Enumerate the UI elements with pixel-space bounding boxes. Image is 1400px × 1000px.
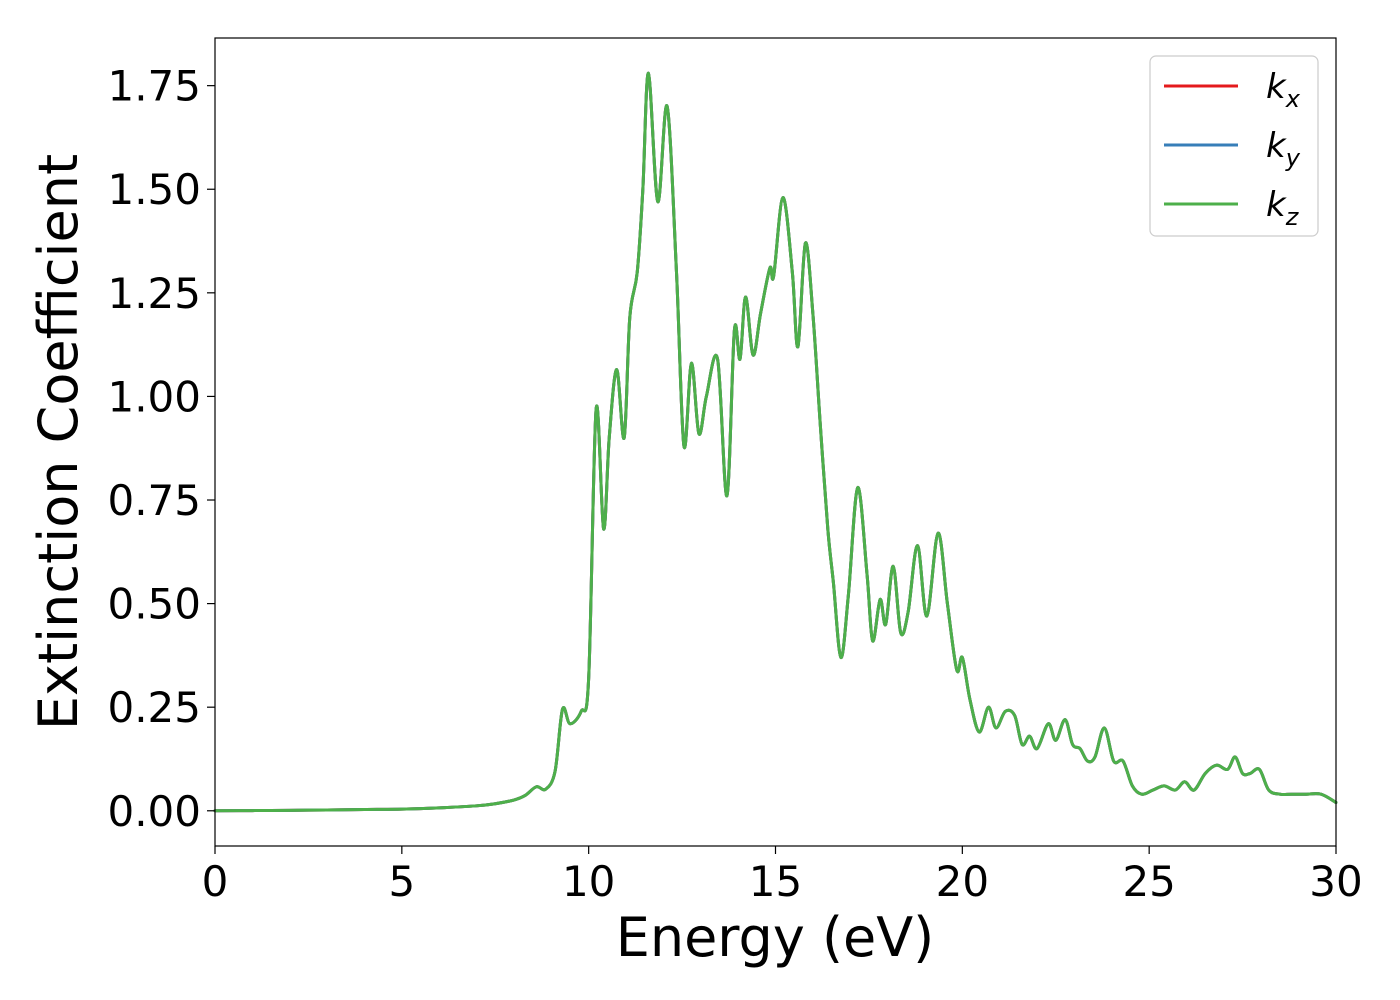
x-tick-label: 30 (1309, 857, 1362, 906)
y-tick-label: 0.25 (107, 683, 201, 732)
y-tick-label: 0.75 (107, 476, 201, 525)
y-tick-label: 0.50 (107, 580, 201, 629)
series-layer (213, 71, 1338, 813)
y-tick-label: 0.00 (107, 787, 201, 836)
plot-area (213, 37, 1338, 847)
y-tick-label: 1.00 (107, 372, 201, 421)
x-tick-label: 25 (1122, 857, 1175, 906)
x-axis-ticks: 0 5 10 15 20 25 30 (202, 846, 1363, 906)
y-tick-label: 1.75 (107, 62, 201, 111)
x-tick-label: 5 (388, 857, 415, 906)
x-tick-label: 0 (202, 857, 229, 906)
y-axis-label: Extinction Coefficient (27, 154, 90, 730)
y-tick-label: 1.50 (107, 165, 201, 214)
x-tick-label: 20 (936, 857, 989, 906)
y-axis-ticks: 0.00 0.25 0.50 0.75 1.00 1.25 1.50 1.75 (107, 62, 215, 836)
x-tick-label: 10 (562, 857, 615, 906)
x-axis-label: Energy (eV) (616, 906, 935, 969)
x-tick-label: 15 (749, 857, 802, 906)
series-line-kz (213, 71, 1338, 813)
y-tick-label: 1.25 (107, 269, 201, 318)
